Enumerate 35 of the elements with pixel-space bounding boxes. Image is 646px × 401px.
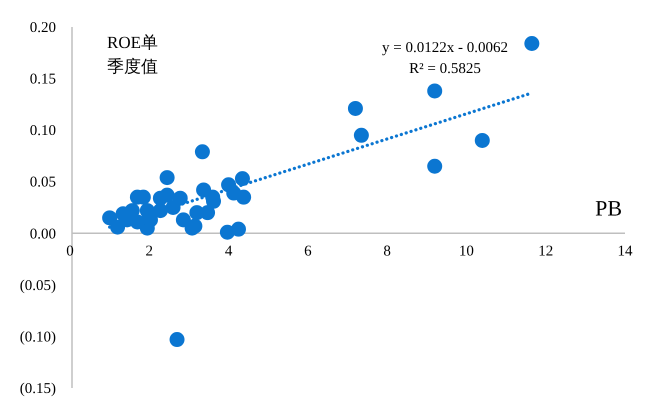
point bbox=[172, 190, 188, 206]
y-tick-label: (0.10) bbox=[20, 329, 56, 346]
x-tick-label: 8 bbox=[383, 243, 391, 260]
point bbox=[200, 205, 216, 220]
x-axis-title: PB bbox=[595, 195, 622, 220]
y-axis-title: ROE单季度值 bbox=[107, 33, 158, 76]
point bbox=[354, 128, 369, 143]
x-tick-label: 6 bbox=[304, 243, 312, 260]
point bbox=[474, 132, 490, 148]
x-tick-label: 2 bbox=[146, 243, 154, 260]
point bbox=[234, 171, 250, 186]
point bbox=[427, 158, 442, 174]
x-tick-label: 10 bbox=[458, 243, 474, 260]
y-tick-label: 0.05 bbox=[30, 174, 56, 191]
x-tick-label: 0 bbox=[66, 243, 74, 260]
point bbox=[152, 190, 168, 206]
point bbox=[160, 170, 175, 186]
y-tick-label: 0.10 bbox=[30, 123, 56, 140]
annotation: y = 0.0122x - 0.0062 bbox=[382, 40, 508, 56]
point bbox=[194, 144, 210, 160]
point bbox=[236, 190, 252, 205]
y-tick-label: 0.20 bbox=[30, 20, 56, 36]
point bbox=[348, 100, 363, 116]
point bbox=[427, 83, 442, 98]
y-tick-label: (0.05) bbox=[20, 278, 56, 294]
x-tick-label: 12 bbox=[538, 243, 554, 260]
x-tick-label: 14 bbox=[618, 243, 633, 260]
point bbox=[170, 332, 185, 348]
y-tick-label: 0.00 bbox=[30, 226, 56, 242]
x-tick-label: 4 bbox=[224, 243, 233, 260]
point bbox=[230, 222, 246, 237]
annotation: R² = 0.5825 bbox=[409, 61, 481, 77]
y-tick-label: 0.15 bbox=[30, 72, 56, 88]
y-tick-label: (0.15) bbox=[20, 381, 56, 397]
point bbox=[524, 36, 540, 52]
